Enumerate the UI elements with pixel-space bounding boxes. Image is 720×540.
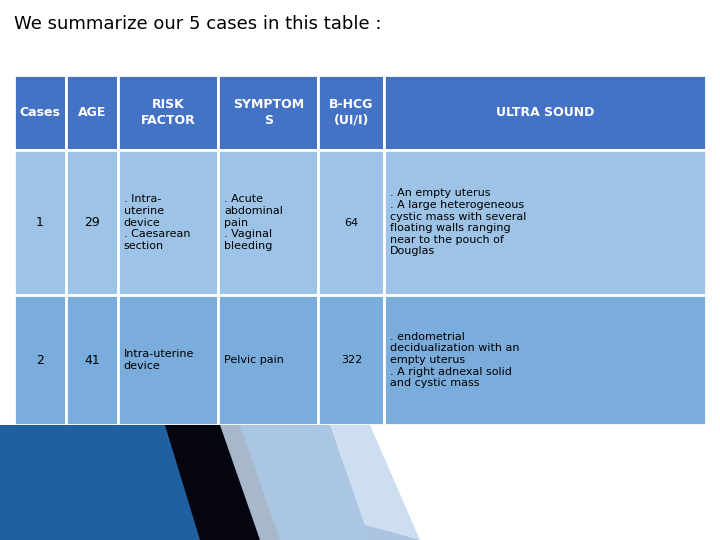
- Text: ULTRA SOUND: ULTRA SOUND: [496, 106, 594, 119]
- Bar: [218, 75, 318, 150]
- Text: B-HCG
(UI/I): B-HCG (UI/I): [329, 98, 374, 126]
- Text: RISK
FACTOR: RISK FACTOR: [140, 98, 195, 126]
- Text: 64: 64: [344, 218, 359, 227]
- Bar: [384, 75, 706, 150]
- Text: 1: 1: [36, 216, 44, 229]
- Text: 2: 2: [36, 354, 44, 367]
- Text: 322: 322: [341, 355, 362, 365]
- Bar: [66, 150, 118, 295]
- Polygon shape: [165, 425, 280, 540]
- Bar: [14, 75, 66, 150]
- Polygon shape: [0, 425, 370, 540]
- Bar: [218, 295, 318, 425]
- Bar: [66, 295, 118, 425]
- Text: . Intra-
uterine
device
. Caesarean
section: . Intra- uterine device . Caesarean sect…: [124, 194, 190, 251]
- Bar: [218, 150, 318, 295]
- Text: . An empty uterus
. A large heterogeneous
cystic mass with several
floating wall: . An empty uterus . A large heterogeneou…: [390, 188, 526, 256]
- Text: SYMPTOM
S: SYMPTOM S: [233, 98, 304, 126]
- Text: Pelvic pain: Pelvic pain: [224, 355, 284, 365]
- Polygon shape: [0, 425, 420, 540]
- Bar: [384, 295, 706, 425]
- Bar: [384, 150, 706, 295]
- Text: 29: 29: [84, 216, 100, 229]
- Bar: [318, 150, 384, 295]
- Bar: [318, 75, 384, 150]
- Bar: [66, 75, 118, 150]
- Polygon shape: [220, 425, 420, 540]
- Text: We summarize our 5 cases in this table :: We summarize our 5 cases in this table :: [14, 15, 382, 33]
- Bar: [14, 150, 66, 295]
- Bar: [118, 295, 218, 425]
- Bar: [14, 295, 66, 425]
- Bar: [318, 295, 384, 425]
- Text: 41: 41: [84, 354, 100, 367]
- Text: Intra-uterine
device: Intra-uterine device: [124, 349, 194, 371]
- Bar: [118, 150, 218, 295]
- Text: AGE: AGE: [78, 106, 106, 119]
- Bar: [118, 75, 218, 150]
- Text: . Acute
abdominal
pain
. Vaginal
bleeding: . Acute abdominal pain . Vaginal bleedin…: [224, 194, 283, 251]
- Text: . endometrial
decidualization with an
empty uterus
. A right adnexal solid
and c: . endometrial decidualization with an em…: [390, 332, 520, 388]
- Text: Cases: Cases: [19, 106, 60, 119]
